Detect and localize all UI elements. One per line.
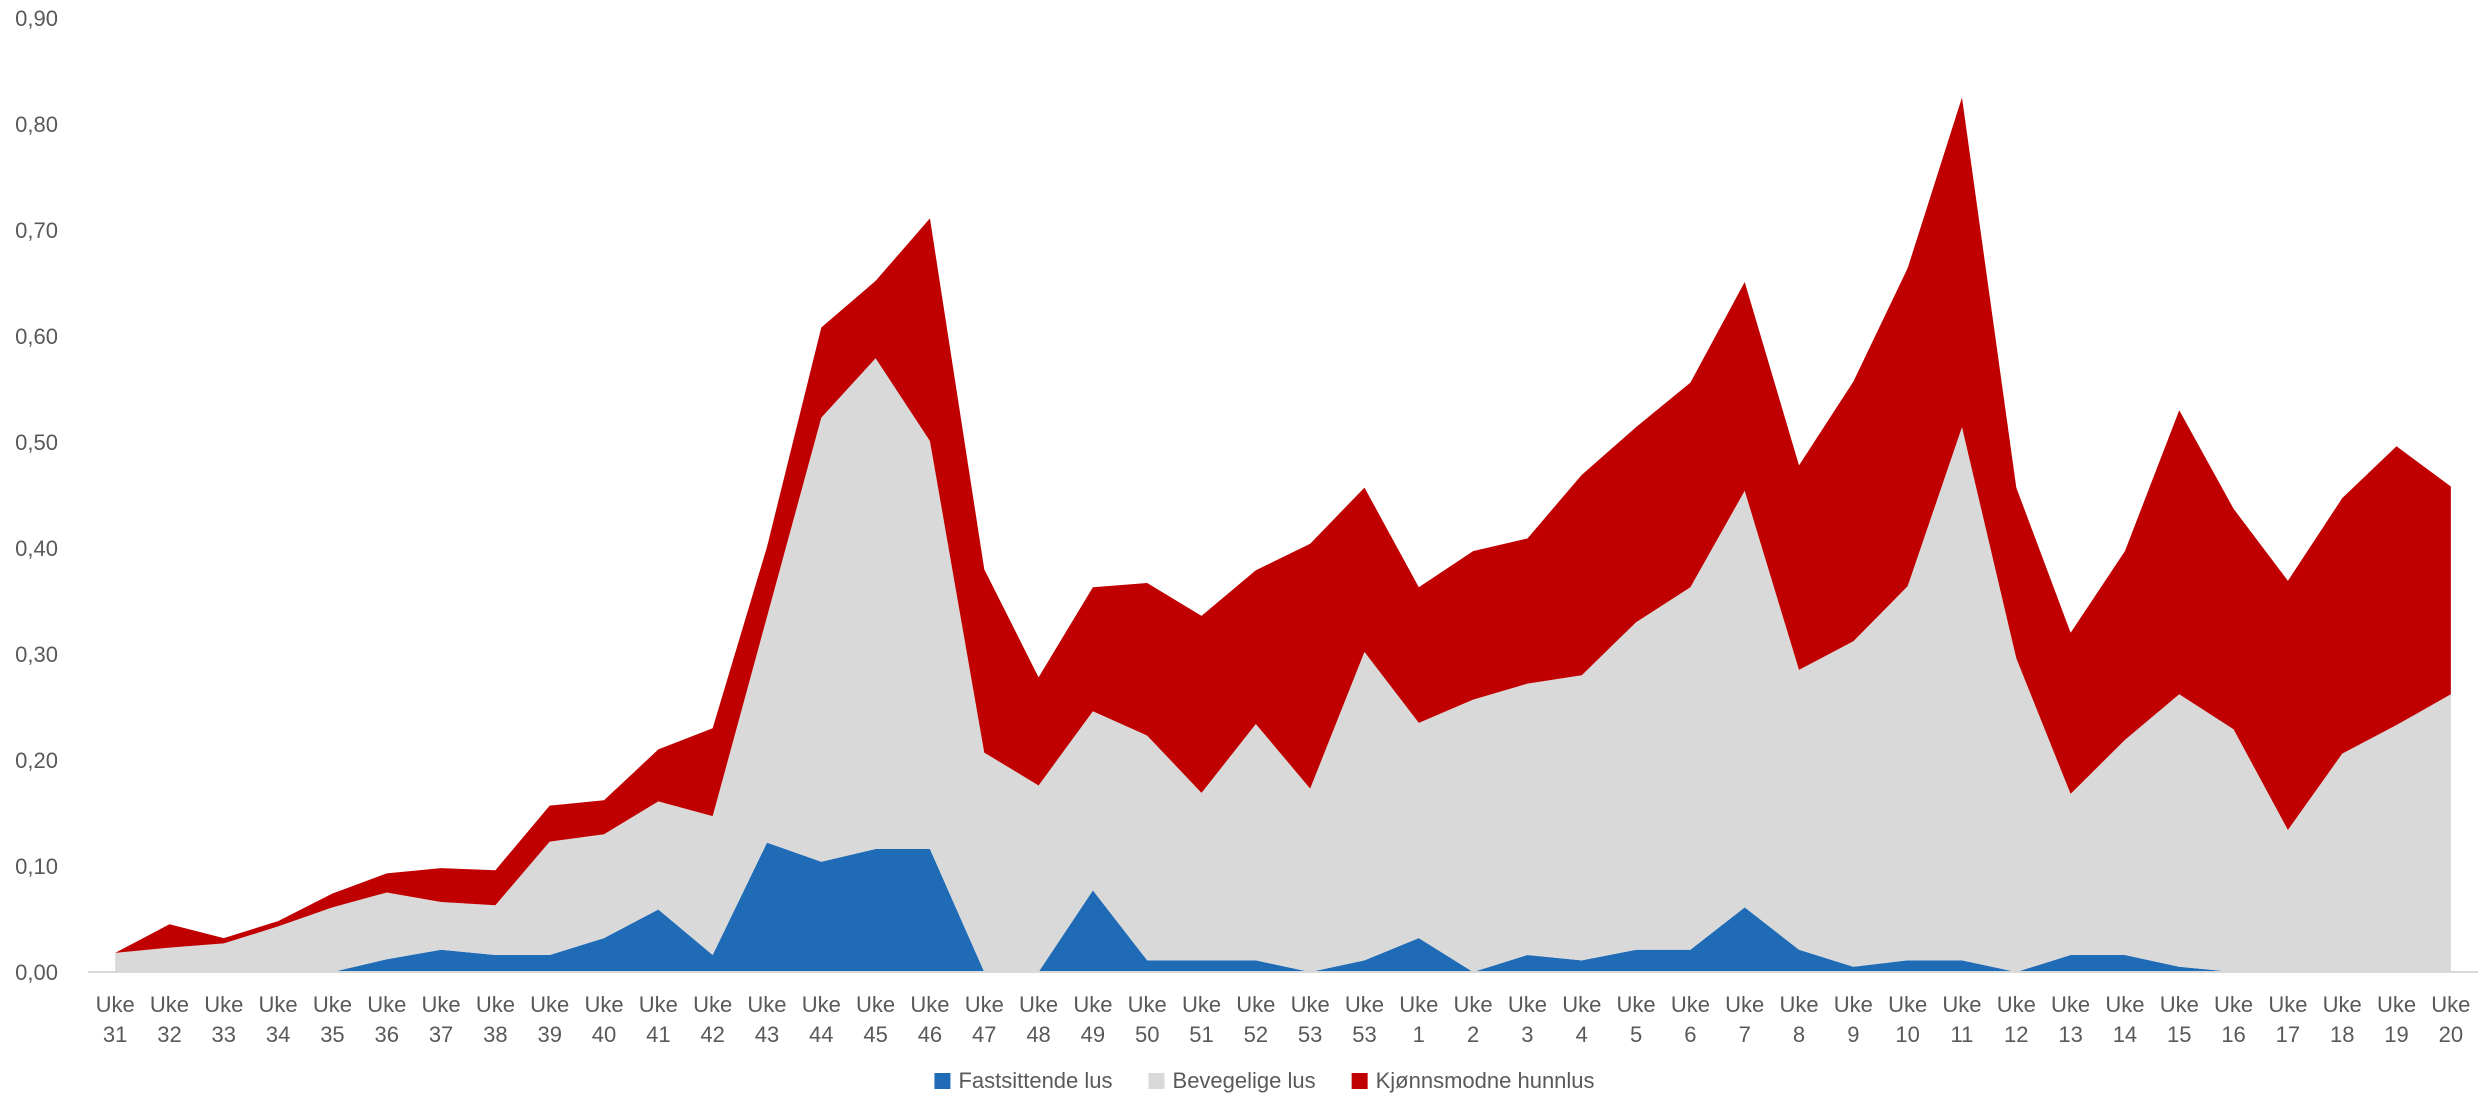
x-tick-label: Uke 48 — [1019, 992, 1058, 1047]
y-tick-label: 0,50 — [15, 430, 58, 455]
x-tick-label: Uke 12 — [1997, 992, 2036, 1047]
legend-swatch-3 — [1351, 1073, 1368, 1089]
x-tick-label: Uke 50 — [1128, 992, 1167, 1047]
x-axis-tick-labels: Uke 31 Uke 32 Uke 33 Uke 34 Uke 35 Uke 36 Uke 37 Uke 38… — [96, 992, 2471, 1047]
x-tick-label: Uke 17 — [2268, 992, 2307, 1047]
x-tick-label: Uke 35 — [313, 992, 352, 1047]
y-tick-label: 0,10 — [15, 854, 58, 879]
x-tick-label: Uke 9 — [1834, 992, 1873, 1047]
x-tick-label: Uke 36 — [367, 992, 406, 1047]
x-tick-label: Uke 13 — [2051, 992, 2090, 1047]
y-axis-tick-labels: 0,00 0,10 0,20 0,30 0,40 0,50 0,60 0,70 0,80 0,90 — [15, 6, 58, 985]
x-tick-label: Uke 8 — [1779, 992, 1818, 1047]
x-tick-label: Uke 5 — [1617, 992, 1656, 1047]
x-tick-label: Uke 4 — [1562, 992, 1601, 1047]
x-tick-label: Uke 3 — [1508, 992, 1547, 1047]
x-tick-label: Uke 37 — [422, 992, 461, 1047]
x-tick-label: Uke 15 — [2160, 992, 2199, 1047]
x-tick-label: Uke 20 — [2431, 992, 2470, 1047]
x-tick-label: Uke 46 — [910, 992, 949, 1047]
legend-label-3: Kjønnsmodne hunnlus — [1376, 1068, 1595, 1093]
area-series-3 — [115, 97, 2451, 953]
y-tick-label: 0,40 — [15, 536, 58, 561]
x-tick-label: Uke 7 — [1725, 992, 1764, 1047]
series-areas — [115, 97, 2451, 972]
y-tick-label: 0,30 — [15, 642, 58, 667]
x-tick-label: Uke 38 — [476, 992, 515, 1047]
y-tick-label: 0,80 — [15, 112, 58, 137]
y-tick-label: 0,70 — [15, 218, 58, 243]
x-tick-label: Uke 16 — [2214, 992, 2253, 1047]
x-tick-label: Uke 44 — [802, 992, 841, 1047]
x-tick-label: Uke 1 — [1399, 992, 1438, 1047]
x-tick-label: Uke 19 — [2377, 992, 2416, 1047]
legend-label-1: Fastsittende lus — [958, 1068, 1112, 1093]
x-tick-label: Uke 49 — [1073, 992, 1112, 1047]
x-tick-label: Uke 11 — [1942, 992, 1981, 1047]
y-tick-label: 0,90 — [15, 6, 58, 31]
x-tick-label: Uke 47 — [965, 992, 1004, 1047]
x-tick-label: Uke 42 — [693, 992, 732, 1047]
x-tick-label: Uke 31 — [96, 992, 135, 1047]
y-tick-label: 0,20 — [15, 748, 58, 773]
x-tick-label: Uke 10 — [1888, 992, 1927, 1047]
x-tick-label: Uke 32 — [150, 992, 189, 1047]
area-series-2 — [115, 358, 2451, 972]
y-tick-label: 0,60 — [15, 324, 58, 349]
x-tick-label: Uke 33 — [204, 992, 243, 1047]
x-tick-label: Uke 34 — [259, 992, 298, 1047]
x-tick-label: Uke 45 — [856, 992, 895, 1047]
y-tick-label: 0,00 — [15, 960, 58, 985]
x-tick-label: Uke 18 — [2323, 992, 2362, 1047]
legend-swatch-2 — [1148, 1073, 1165, 1089]
x-tick-label: Uke 40 — [584, 992, 623, 1047]
x-tick-label: Uke 2 — [1454, 992, 1493, 1047]
x-tick-label: Uke 43 — [747, 992, 786, 1047]
legend: Fastsittende lus Bevegelige lus Kjønnsmodn… — [934, 1068, 1595, 1093]
x-tick-label: Uke 41 — [639, 992, 678, 1047]
legend-label-2: Bevegelige lus — [1173, 1068, 1316, 1093]
x-tick-label: Uke 6 — [1671, 992, 1710, 1047]
x-tick-label: Uke 39 — [530, 992, 569, 1047]
x-tick-label: Uke 14 — [2105, 992, 2144, 1047]
x-tick-label: Uke 52 — [1236, 992, 1275, 1047]
x-tick-label: Uke 53 — [1291, 992, 1330, 1047]
x-tick-label: Uke 53 — [1345, 992, 1384, 1047]
legend-swatch-1 — [934, 1073, 951, 1089]
x-tick-label: Uke 51 — [1182, 992, 1221, 1047]
